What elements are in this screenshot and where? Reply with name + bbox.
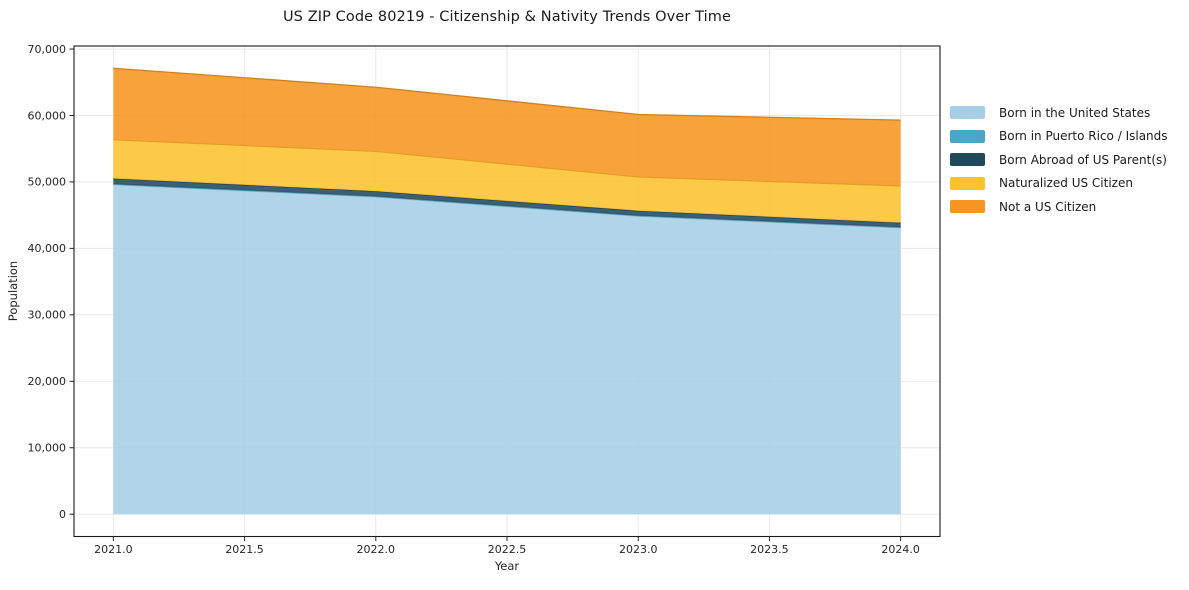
x-tick-label: 2023.0 [619, 543, 658, 556]
y-tick-label: 40,000 [28, 242, 67, 255]
legend-swatch [950, 200, 985, 213]
x-axis-label: Year [494, 559, 520, 573]
legend-item: Born in the United States [950, 105, 1168, 120]
chart-title: US ZIP Code 80219 - Citizenship & Nativi… [282, 9, 732, 25]
y-tick-label: 50,000 [28, 176, 67, 189]
y-tick-label: 20,000 [28, 375, 67, 388]
x-tick-label: 2021.5 [225, 543, 264, 556]
area-naturalized-us-citizen [113, 139, 901, 223]
legend-item: Born in Puerto Rico / Islands [950, 129, 1168, 144]
x-tick-label: 2024.0 [881, 543, 920, 556]
area-born-in-the-united-states [113, 184, 901, 515]
legend-item: Born Abroad of US Parent(s) [950, 152, 1168, 167]
x-tick-label: 2023.5 [750, 543, 789, 556]
legend-swatch [950, 129, 985, 143]
x-tick-label: 2022.5 [488, 543, 527, 556]
x-tick-label: 2021.0 [94, 543, 133, 556]
legend-item: Naturalized US Citizen [950, 176, 1168, 191]
legend-label: Not a US Citizen [999, 199, 1097, 214]
legend: Born in the United States Born in Puerto … [950, 105, 1168, 223]
legend-item: Not a US Citizen [950, 199, 1168, 214]
area-edge [113, 67, 901, 121]
legend-label: Born in Puerto Rico / Islands [999, 129, 1168, 143]
legend-swatch [950, 176, 985, 190]
legend-swatch [950, 106, 985, 119]
legend-swatch [950, 153, 985, 166]
x-tick-label: 2022.0 [357, 543, 396, 556]
area-born-abroad-of-us-parent-s [113, 178, 901, 228]
legend-label: Naturalized US Citizen [999, 176, 1133, 190]
y-tick-label: 10,000 [28, 442, 67, 455]
legend-label: Born Abroad of US Parent(s) [999, 152, 1167, 167]
y-tick-label: 0 [59, 508, 66, 521]
y-tick-label: 30,000 [28, 309, 67, 322]
y-tick-label: 60,000 [28, 109, 67, 122]
y-tick-label: 70,000 [28, 43, 67, 56]
legend-label: Born in the United States [999, 105, 1151, 120]
area-not-a-us-citizen [113, 68, 901, 186]
